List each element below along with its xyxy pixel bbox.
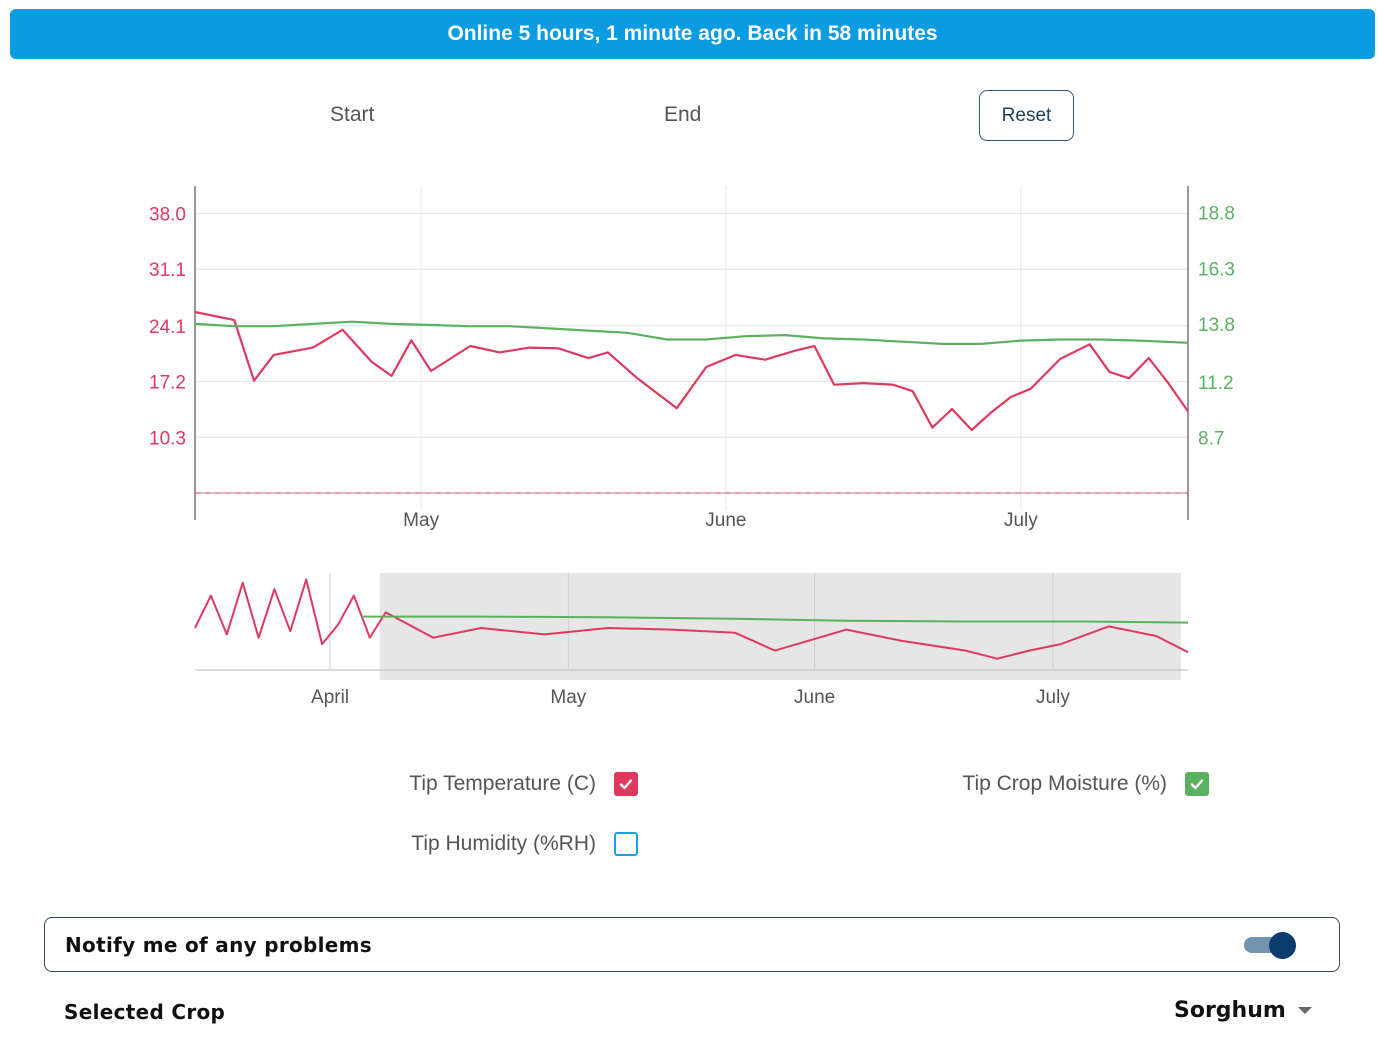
notify-panel: Notify me of any problems <box>44 917 1340 972</box>
x-tick-label: June <box>705 510 746 531</box>
y-left-tick-label: 24.1 <box>149 317 186 338</box>
start-date-picker[interactable]: Start <box>330 103 374 127</box>
legend-moisture-label: Tip Crop Moisture (%) <box>962 772 1167 796</box>
temperature-line <box>195 312 1188 430</box>
y-right-tick-label: 16.3 <box>1198 259 1235 280</box>
humidity-checkbox[interactable] <box>614 832 638 856</box>
notify-label: Notify me of any problems <box>65 933 372 957</box>
y-left-tick-label: 31.1 <box>149 260 186 281</box>
y-left-tick-label: 38.0 <box>149 204 186 225</box>
notify-toggle[interactable] <box>1244 931 1296 959</box>
status-banner-text: Online 5 hours, 1 minute ago. Back in 58… <box>447 22 937 46</box>
reset-button-label: Reset <box>1002 105 1052 127</box>
status-banner: Online 5 hours, 1 minute ago. Back in 58… <box>10 9 1375 59</box>
temperature-checkbox[interactable] <box>614 772 638 796</box>
reset-button[interactable]: Reset <box>979 90 1074 141</box>
navigator-chart[interactable]: April May June July <box>0 560 1382 720</box>
end-date-picker[interactable]: End <box>664 103 701 127</box>
navigator-selection <box>380 573 1181 680</box>
x-tick-label: July <box>1036 687 1070 708</box>
legend-humidity[interactable]: Tip Humidity (%RH) <box>411 832 638 856</box>
selected-crop-label: Selected Crop <box>64 1000 225 1024</box>
crop-select[interactable]: Sorghum <box>1174 998 1312 1023</box>
legend-humidity-label: Tip Humidity (%RH) <box>411 832 596 856</box>
x-tick-label: May <box>403 510 439 531</box>
check-icon <box>618 776 634 792</box>
x-tick-label: May <box>550 687 586 708</box>
legend-temperature[interactable]: Tip Temperature (C) <box>409 772 638 796</box>
y-left-tick-label: 17.2 <box>149 373 186 394</box>
crop-select-value: Sorghum <box>1174 998 1286 1023</box>
x-tick-label: June <box>794 687 835 708</box>
check-icon <box>1189 776 1205 792</box>
y-right-tick-label: 11.2 <box>1198 373 1234 394</box>
y-left-tick-label: 10.3 <box>149 428 186 449</box>
y-right-tick-label: 18.8 <box>1198 204 1235 225</box>
toggle-knob <box>1269 932 1296 959</box>
legend-moisture[interactable]: Tip Crop Moisture (%) <box>962 772 1209 796</box>
x-tick-label: July <box>1004 510 1038 531</box>
x-tick-label: April <box>311 687 349 708</box>
legend-temperature-label: Tip Temperature (C) <box>409 772 596 796</box>
y-right-tick-label: 8.7 <box>1198 428 1224 449</box>
y-right-tick-label: 13.8 <box>1198 315 1235 336</box>
caret-down-icon <box>1298 1007 1312 1014</box>
moisture-checkbox[interactable] <box>1185 772 1209 796</box>
